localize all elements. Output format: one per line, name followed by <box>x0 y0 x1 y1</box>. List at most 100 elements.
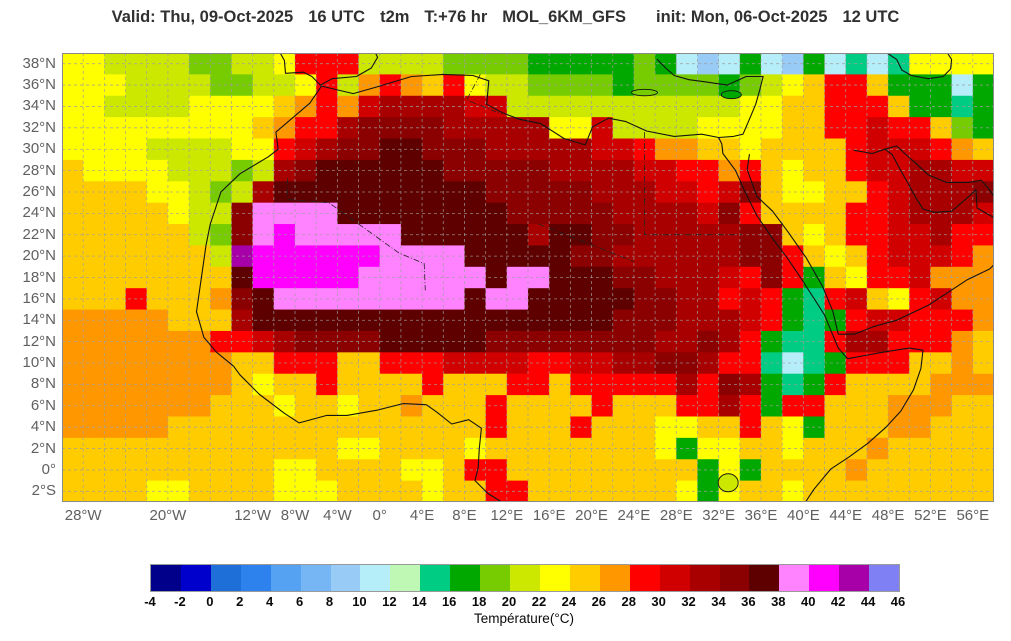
colorbar-tick-label: 44 <box>860 594 876 609</box>
lat-tick-label: 38°N <box>22 54 56 72</box>
lat-tick-label: 30°N <box>22 140 56 158</box>
figure-title: Valid: Thu, 09-Oct-2025 16 UTC t2m T:+76 hr… <box>0 8 1011 27</box>
colorbar-cell <box>450 565 481 591</box>
lat-tick-label: 18°N <box>22 268 56 286</box>
lon-tick-label: 8°W <box>280 507 310 524</box>
colorbar-tick-label: 30 <box>651 594 666 609</box>
colorbar <box>150 564 900 592</box>
lat-tick-label: 24°N <box>22 204 56 222</box>
colorbar-cell <box>539 565 570 591</box>
map-area <box>62 53 994 502</box>
colorbar-cell <box>719 565 750 591</box>
colorbar-tick-label: 42 <box>830 594 846 609</box>
colorbar-tick-label: 22 <box>531 594 547 609</box>
lon-tick-label: 28°W <box>64 507 102 524</box>
colorbar-tick-label: 38 <box>771 594 786 609</box>
colorbar-tick-label: 28 <box>621 594 636 609</box>
lon-tick-label: 12°E <box>490 507 524 524</box>
colorbar-tick-label: 16 <box>441 594 457 609</box>
colorbar-cell <box>779 565 810 591</box>
lon-tick-label: 44°E <box>829 507 863 524</box>
lon-tick-label: 48°E <box>871 507 905 524</box>
colorbar-tick-label: 4 <box>266 594 274 609</box>
colorbar-cell <box>330 565 361 591</box>
colorbar-tick-label: -4 <box>144 594 156 609</box>
colorbar-cell <box>629 565 660 591</box>
colorbar-tick-label: 6 <box>295 594 304 609</box>
lat-tick-label: 12°N <box>22 332 56 350</box>
colorbar-tick-label: -2 <box>174 594 186 609</box>
colorbar-cell <box>390 565 421 591</box>
lat-tick-label: 34°N <box>22 97 56 115</box>
lat-tick-label: 16°N <box>22 289 56 307</box>
lat-tick-label: 2°S <box>31 482 56 500</box>
lat-tick-label: 4°N <box>30 418 56 436</box>
lat-tick-label: 26°N <box>22 182 56 200</box>
colorbar-cell <box>420 565 451 591</box>
colorbar-cell <box>659 565 690 591</box>
colorbar-cell <box>180 565 211 591</box>
colorbar-cell <box>270 565 301 591</box>
colorbar-cell <box>809 565 840 591</box>
title-part: Valid: Thu, 09-Oct-2025 <box>111 8 294 26</box>
title-part: MOL_6KM_GFS <box>502 8 627 26</box>
lon-tick-label: 40°E <box>787 507 820 524</box>
colorbar-cell <box>240 565 271 591</box>
lat-tick-label: 32°N <box>22 118 56 136</box>
title-part: T:+76 hr <box>424 8 488 26</box>
colorbar-cell <box>480 565 511 591</box>
colorbar-cell <box>599 565 630 591</box>
colorbar-cell <box>749 565 780 591</box>
colorbar-tick-label: 26 <box>591 594 607 609</box>
lon-tick-label: 52°E <box>914 507 947 524</box>
lon-tick-label: 32°E <box>702 507 735 524</box>
lon-tick-label: 20°W <box>149 507 187 524</box>
lon-tick-label: 4°E <box>409 507 435 524</box>
colorbar-cell <box>689 565 720 591</box>
title-part: t2m <box>380 8 410 26</box>
lon-tick-label: 36°E <box>744 507 778 524</box>
colorbar-title: Température(°C) <box>474 611 574 626</box>
title-part: init: Mon, 06-Oct-2025 <box>656 8 828 26</box>
colorbar-cell <box>869 565 900 591</box>
lon-tick-label: 4°W <box>323 507 352 524</box>
colorbar-cell <box>151 565 181 591</box>
lon-tick-label: 24°E <box>617 507 651 524</box>
colorbar-cell <box>300 565 331 591</box>
colorbar-tick-label: 12 <box>382 594 397 609</box>
lon-tick-label: 28°E <box>659 507 693 524</box>
lon-tick-label: 16°E <box>532 507 566 524</box>
colorbar-tick-label: 20 <box>501 594 517 609</box>
lon-tick-label: 56°E <box>956 507 990 524</box>
lon-tick-label: 8°E <box>452 507 477 524</box>
colorbar-tick-label: 34 <box>711 594 726 609</box>
colorbar-cell <box>210 565 241 591</box>
colorbar-tick-label: 8 <box>325 594 334 609</box>
lat-tick-label: 22°N <box>22 225 56 243</box>
title-part: 16 UTC <box>308 8 366 26</box>
lat-tick-label: 0° <box>41 460 56 478</box>
lat-tick-label: 20°N <box>22 247 56 265</box>
colorbar-cell <box>360 565 391 591</box>
colorbar-cell <box>569 565 600 591</box>
colorbar-tick-label: 46 <box>890 594 906 609</box>
colorbar-tick-label: 18 <box>471 594 487 609</box>
lat-tick-label: 8°N <box>30 375 56 393</box>
lon-tick-label: 12°W <box>234 507 272 524</box>
lat-tick-label: 36°N <box>22 76 56 94</box>
colorbar-cell <box>839 565 870 591</box>
colorbar-cell <box>510 565 540 591</box>
lon-tick-label: 20°E <box>575 507 608 524</box>
colorbar-tick-label: 10 <box>352 594 367 609</box>
lat-tick-label: 14°N <box>22 311 56 329</box>
colorbar-tick-label: 24 <box>561 594 577 609</box>
lon-tick-label: 0° <box>372 507 387 524</box>
lat-tick-label: 2°N <box>30 439 56 457</box>
lat-tick-label: 10°N <box>22 354 56 372</box>
colorbar-tick-label: 14 <box>412 594 427 609</box>
lat-tick-label: 6°N <box>30 396 56 414</box>
title-part: 12 UTC <box>842 8 900 26</box>
colorbar-tick-label: 36 <box>741 594 756 609</box>
colorbar-tick-label: 0 <box>206 594 214 609</box>
